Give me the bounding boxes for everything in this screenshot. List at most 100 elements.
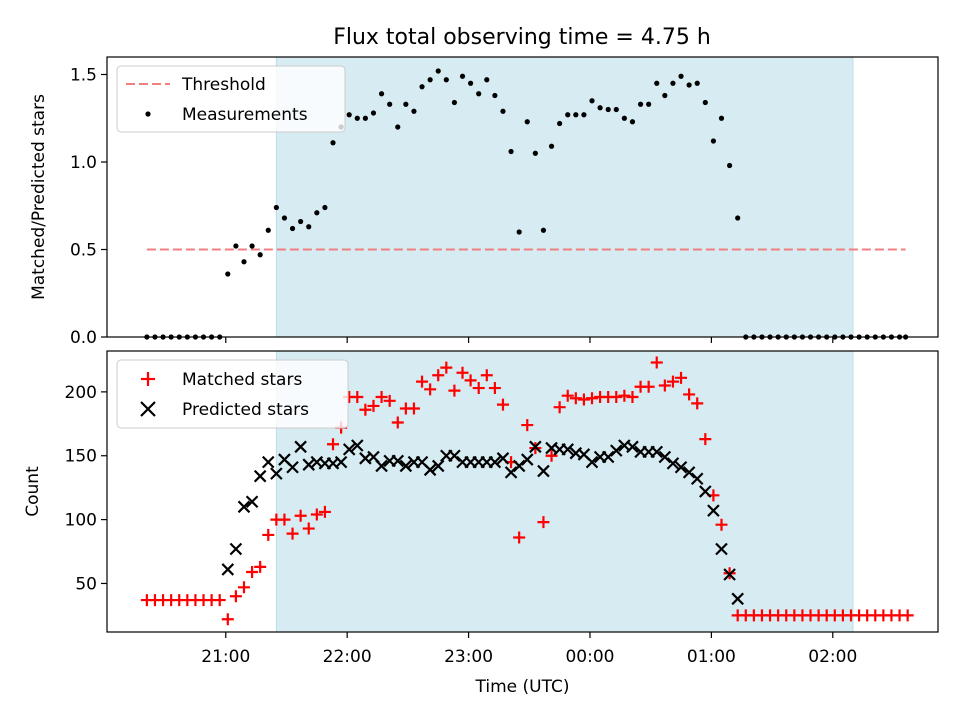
matched-star-point <box>456 366 469 379</box>
matched-star-point <box>448 384 461 397</box>
measurement-point <box>298 218 304 225</box>
measurement-point <box>718 115 725 121</box>
predicted-star-point <box>601 450 615 464</box>
matched-star-point <box>699 433 712 446</box>
measurement-point <box>516 229 522 235</box>
matched-star-points <box>140 356 914 626</box>
ratio-legend: Threshold Measurements <box>116 65 346 133</box>
predicted-star-point <box>342 443 356 456</box>
matched-star-point <box>416 375 429 388</box>
matched-star-point <box>666 375 679 388</box>
measurement-point <box>646 101 652 107</box>
measurement-point <box>702 99 708 106</box>
predicted-star-point <box>399 459 413 473</box>
matched-star-point <box>246 565 259 578</box>
ratio-panel-frame <box>106 56 939 338</box>
measurement-point <box>225 271 231 277</box>
measurement-point <box>411 108 417 114</box>
measurement-point <box>273 204 279 211</box>
matched-star-point <box>383 394 396 407</box>
matched-star-point <box>901 609 914 622</box>
matched-star-point <box>650 356 663 369</box>
measurement-point <box>581 112 587 118</box>
predicted-star-point <box>302 458 316 471</box>
predicted-star-point <box>375 459 388 473</box>
matched-star-point <box>294 509 307 522</box>
measurement-point <box>281 215 288 221</box>
matched-star-point <box>464 374 477 387</box>
measurement-point <box>654 80 660 86</box>
measurement-point <box>629 119 636 125</box>
measurement-point <box>508 148 514 155</box>
measurement-point <box>735 215 741 221</box>
matched-star-point <box>715 518 728 531</box>
matched-star-point <box>642 380 655 393</box>
measurement-point <box>265 227 271 233</box>
measurement-point <box>532 150 538 156</box>
count-y-ticks: 50 100 150 200 <box>65 383 107 594</box>
matched-star-point <box>221 613 234 626</box>
measurement-point <box>694 80 700 86</box>
predicted-star-point <box>261 455 275 469</box>
measurement-point <box>354 115 360 121</box>
measurement-point <box>306 224 312 230</box>
observing-span-top <box>275 56 854 338</box>
measurement-point <box>387 101 393 107</box>
matched-star-point <box>626 390 639 403</box>
matched-star-point <box>561 389 574 402</box>
ratio-y-tick-label: 1.0 <box>70 153 97 173</box>
predicted-star-point <box>723 568 736 581</box>
x-tick-label: 02:00 <box>808 647 857 667</box>
measurement-point <box>548 143 555 149</box>
measurement-point <box>468 80 474 86</box>
matched-star-point <box>610 390 623 403</box>
predicted-star-point <box>537 464 550 478</box>
matched-star-point <box>286 527 299 540</box>
predicted-star-point <box>610 444 623 457</box>
matched-star-point <box>691 397 704 410</box>
count-y-tick-label: 100 <box>65 511 97 531</box>
measurement-point <box>621 115 627 121</box>
legend-predicted-swatch <box>140 401 156 417</box>
measurement-point <box>597 105 603 111</box>
ratio-y-label: Matched/Predicted stars <box>29 94 49 300</box>
matched-star-point <box>351 390 364 403</box>
predicted-star-point <box>715 542 728 556</box>
legend-measurements-swatch <box>145 111 151 117</box>
predicted-star-point <box>626 440 639 454</box>
measurement-point <box>637 101 644 107</box>
measurement-point <box>314 210 320 216</box>
predicted-star-point <box>488 455 502 469</box>
predicted-star-point <box>351 439 364 452</box>
legend-predicted-label: Predicted stars <box>182 400 309 420</box>
measurement-point <box>484 77 490 83</box>
count-y-tick-label: 150 <box>65 447 97 467</box>
matched-star-point <box>496 398 509 411</box>
measurement-point <box>451 99 458 106</box>
predicted-star-point <box>520 453 534 466</box>
ratio-y-tick-label: 0.5 <box>70 241 97 261</box>
ratio-y-ticks: 0.0 0.5 1.0 1.5 <box>70 66 107 348</box>
matched-star-point <box>407 402 420 415</box>
measurement-point <box>346 112 352 118</box>
measurement-point <box>476 91 482 97</box>
measurement-points <box>144 68 909 340</box>
predicted-star-point <box>666 457 680 470</box>
measurement-point <box>289 225 296 232</box>
legend-measurements-label: Measurements <box>182 105 308 125</box>
matched-star-point <box>577 393 590 406</box>
measurement-point <box>322 204 328 211</box>
count-legend: Matched stars Predicted stars <box>116 359 349 429</box>
predicted-star-point <box>270 467 283 480</box>
x-tick-label: 23:00 <box>444 647 493 667</box>
measurement-point <box>726 162 733 169</box>
matched-star-point <box>569 392 582 405</box>
matched-star-point <box>683 388 696 401</box>
ratio-y-tick-label: 0.0 <box>70 328 97 348</box>
predicted-star-point <box>707 504 720 517</box>
measurement-point <box>330 140 336 146</box>
matched-star-point <box>278 513 291 526</box>
x-tick-label: 00:00 <box>565 647 614 667</box>
matched-star-point <box>432 369 445 382</box>
